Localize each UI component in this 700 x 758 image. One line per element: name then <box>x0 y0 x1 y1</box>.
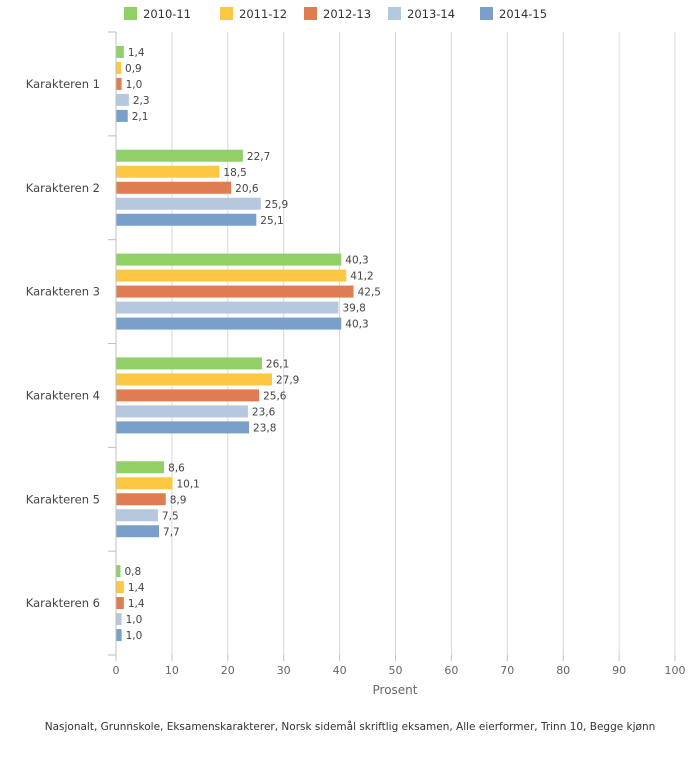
legend-label-2011-12[interactable]: 2011-12 <box>239 7 287 21</box>
legend-label-2013-14[interactable]: 2013-14 <box>407 7 455 21</box>
legend-swatch-2011-12[interactable] <box>220 7 233 20</box>
legend-swatch-2014-15[interactable] <box>480 7 493 20</box>
category-labels: Karakteren 1 Karakteren 2 Karakteren 3 Kara… <box>26 77 100 610</box>
data-label: 1,0 <box>126 614 143 626</box>
gridlines <box>115 32 676 655</box>
category-label: Karakteren 6 <box>26 596 100 610</box>
bar-2010-11[interactable] <box>116 45 124 58</box>
x-tick-label-90: 90 <box>612 664 626 677</box>
data-label: 18,5 <box>223 167 246 179</box>
bar-2013-14[interactable] <box>116 405 248 418</box>
data-label: 1,0 <box>126 79 143 91</box>
bar-2013-14[interactable] <box>116 509 158 522</box>
x-tick-label-30: 30 <box>277 664 291 677</box>
data-label: 1,0 <box>126 630 143 642</box>
data-label: 25,1 <box>260 215 283 227</box>
data-label: 20,6 <box>235 183 259 195</box>
data-label: 23,6 <box>252 406 276 418</box>
bar-2012-13[interactable] <box>116 77 122 90</box>
bar-2012-13[interactable] <box>116 285 354 298</box>
bar-2012-13[interactable] <box>116 597 124 610</box>
bar-2014-15[interactable] <box>116 629 122 642</box>
legend-swatch-2012-13[interactable] <box>304 7 317 20</box>
x-tick-label-40: 40 <box>333 664 347 677</box>
category-label: Karakteren 3 <box>26 285 100 299</box>
bar-2014-15[interactable] <box>116 109 128 122</box>
bar-2010-11[interactable] <box>116 253 342 266</box>
x-tick-label-20: 20 <box>221 664 235 677</box>
bar-2010-11[interactable] <box>116 149 243 162</box>
legend: 2010-11 2011-12 2012-13 2013-14 2014-15 <box>124 7 547 21</box>
bar-chart: 2010-11 2011-12 2012-13 2013-14 2014-15 1,40… <box>26 7 686 697</box>
legend-swatch-2010-11[interactable] <box>124 7 137 20</box>
bar-2012-13[interactable] <box>116 181 232 194</box>
bar-2011-12[interactable] <box>116 269 347 282</box>
category-label: Karakteren 2 <box>26 181 100 195</box>
x-tick-label-10: 10 <box>165 664 179 677</box>
data-label: 41,2 <box>350 271 373 283</box>
bar-2011-12[interactable] <box>116 581 124 594</box>
data-label: 1,4 <box>128 582 145 594</box>
bar-2010-11[interactable] <box>116 357 262 370</box>
bar-2013-14[interactable] <box>116 197 261 210</box>
bar-2012-13[interactable] <box>116 493 166 506</box>
bars: 1,4 0,9 1,0 2,3 2,1 22,718,5 20,6 25,9 25,1 40,3 4… <box>116 45 381 642</box>
bar-2014-15[interactable] <box>116 421 250 434</box>
data-label: 25,9 <box>265 199 288 211</box>
legend-swatch-2013-14[interactable] <box>388 7 401 20</box>
data-label: 8,9 <box>170 494 187 506</box>
data-label: 22,7 <box>247 151 270 163</box>
data-label: 7,7 <box>163 526 180 538</box>
x-axis-title: Prosent <box>373 683 418 697</box>
bar-2013-14[interactable] <box>116 93 129 106</box>
bar-2014-15[interactable] <box>116 213 257 226</box>
data-label: 1,4 <box>128 598 145 610</box>
data-label: 0,8 <box>124 566 141 578</box>
x-tick-label-50: 50 <box>389 664 403 677</box>
category-label: Karakteren 4 <box>26 388 100 402</box>
data-label: 42,5 <box>358 287 381 299</box>
bar-2014-15[interactable] <box>116 525 160 538</box>
data-label: 1,4 <box>128 47 145 59</box>
data-label: 10,1 <box>176 478 199 490</box>
x-tick-label-100: 100 <box>665 664 686 677</box>
bar-2012-13[interactable] <box>116 389 260 402</box>
data-label: 2,3 <box>133 95 150 107</box>
legend-label-2014-15[interactable]: 2014-15 <box>499 7 547 21</box>
bar-2011-12[interactable] <box>116 165 220 178</box>
category-label: Karakteren 5 <box>26 492 100 506</box>
x-axis: 0 10 20 30 40 50 60 70 80 90 100 <box>108 31 686 677</box>
data-label: 7,5 <box>162 510 179 522</box>
data-label: 0,9 <box>125 63 142 75</box>
data-label: 23,8 <box>253 422 276 434</box>
bar-2010-11[interactable] <box>116 565 121 578</box>
data-label: 2,1 <box>132 111 149 123</box>
data-label: 8,6 <box>168 462 185 474</box>
data-label: 40,3 <box>345 255 368 267</box>
category-label: Karakteren 1 <box>26 77 100 91</box>
x-tick-label-70: 70 <box>500 664 514 677</box>
data-label: 40,3 <box>345 319 368 331</box>
legend-label-2012-13[interactable]: 2012-13 <box>323 7 371 21</box>
bar-2010-11[interactable] <box>116 461 165 474</box>
bar-2011-12[interactable] <box>116 477 173 490</box>
bar-2013-14[interactable] <box>116 613 122 626</box>
data-label: 25,6 <box>263 390 287 402</box>
bar-2011-12[interactable] <box>116 373 272 386</box>
data-label: 27,9 <box>276 374 299 386</box>
x-tick-label-60: 60 <box>444 664 458 677</box>
legend-label-2010-11[interactable]: 2010-11 <box>143 7 191 21</box>
x-tick-label-0: 0 <box>113 664 120 677</box>
bar-2014-15[interactable] <box>116 317 342 330</box>
chart-caption: Nasjonalt, Grunnskole, Eksamenskaraktere… <box>44 721 656 733</box>
bar-2013-14[interactable] <box>116 301 339 314</box>
bar-2011-12[interactable] <box>116 61 122 74</box>
x-tick-label-80: 80 <box>556 664 570 677</box>
data-label: 26,1 <box>266 358 289 370</box>
data-label: 39,8 <box>342 303 365 315</box>
